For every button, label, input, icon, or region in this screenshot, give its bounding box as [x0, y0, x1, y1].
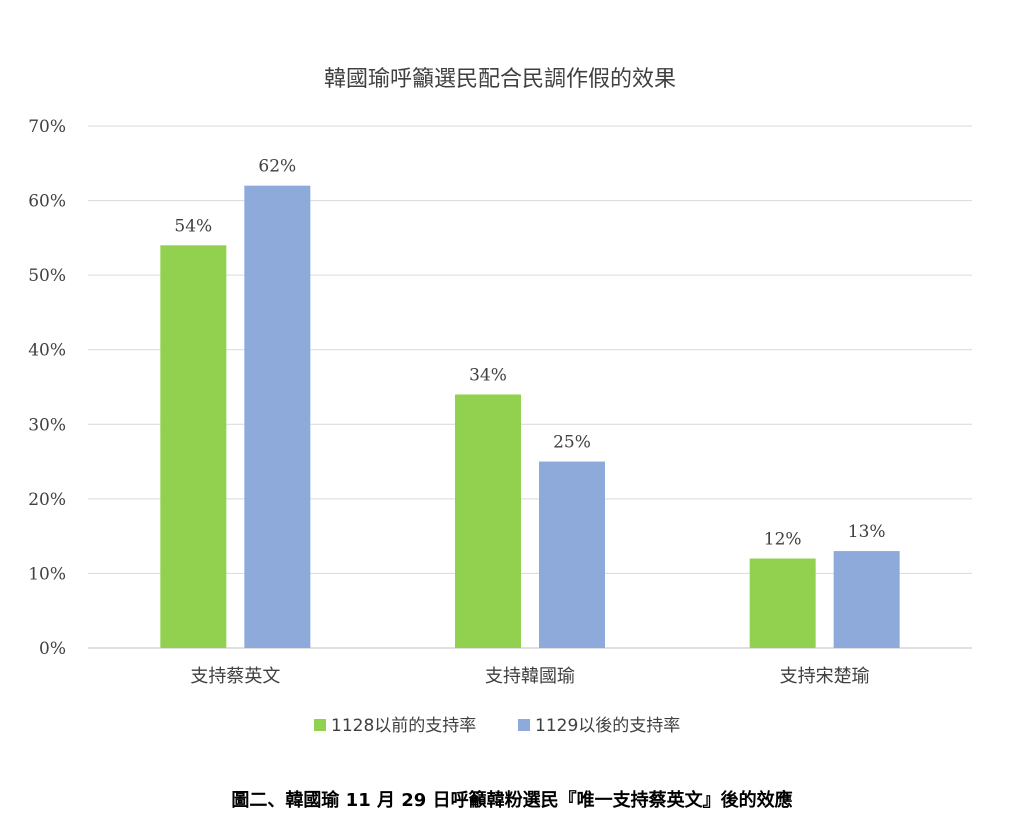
- data-label: 13%: [848, 522, 886, 542]
- data-labels: 54% 62% 34% 25% 12% 13%: [174, 157, 885, 550]
- x-axis: 支持蔡英文 支持韓國瑜 支持宋楚瑜: [190, 666, 869, 687]
- figure-caption: 圖二、韓國瑜 11 月 29 日呼籲韓粉選民『唯一支持蔡英文』後的效應: [231, 789, 792, 811]
- data-label: 25%: [553, 433, 591, 453]
- bars: [160, 185, 900, 649]
- y-tick-label: 0%: [39, 639, 66, 659]
- chart-title: 韓國瑜呼籲選民配合民調作假的效果: [324, 67, 676, 92]
- y-tick-label: 40%: [28, 341, 66, 361]
- bar: [160, 245, 227, 649]
- y-tick-label: 70%: [28, 117, 66, 137]
- y-tick-label: 20%: [28, 490, 66, 510]
- data-label: 62%: [258, 157, 296, 177]
- data-label: 54%: [174, 216, 212, 236]
- y-tick-label: 30%: [28, 415, 66, 435]
- gridlines: [88, 125, 972, 649]
- legend-swatch: [518, 719, 530, 731]
- legend-label: 1128以前的支持率: [331, 716, 476, 736]
- legend: 1128以前的支持率 1129以後的支持率: [314, 716, 680, 736]
- bar: [749, 558, 816, 648]
- bar: [244, 185, 311, 648]
- y-tick-label: 10%: [28, 564, 66, 584]
- y-axis: 0% 10% 20% 30% 40% 50% 60% 70%: [28, 117, 66, 659]
- y-tick-label: 50%: [28, 266, 66, 286]
- x-tick-label: 支持韓國瑜: [485, 666, 575, 687]
- y-tick-label: 60%: [28, 192, 66, 212]
- legend-label: 1129以後的支持率: [535, 716, 680, 736]
- x-tick-label: 支持蔡英文: [190, 666, 280, 687]
- x-tick-label: 支持宋楚瑜: [780, 666, 870, 687]
- data-label: 12%: [764, 530, 802, 550]
- data-label: 34%: [469, 365, 507, 385]
- bar: [539, 461, 605, 648]
- bar: [455, 394, 521, 648]
- bar: [833, 551, 900, 648]
- legend-swatch: [314, 719, 326, 731]
